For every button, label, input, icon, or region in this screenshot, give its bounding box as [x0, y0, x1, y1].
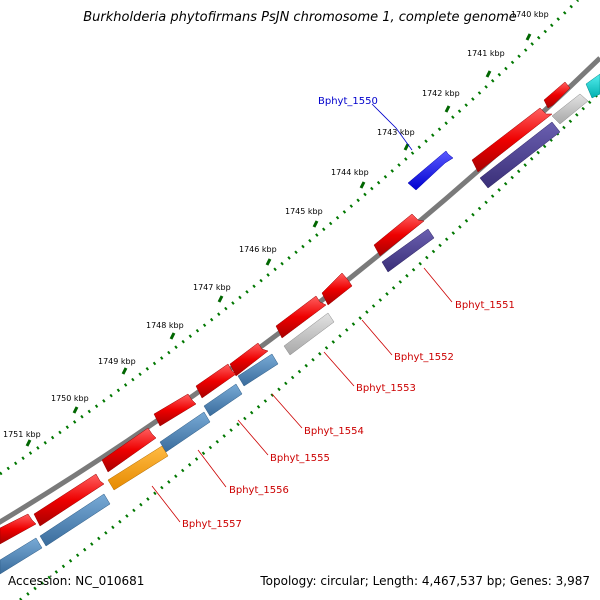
cog-orange[interactable]	[107, 445, 169, 491]
cds-1[interactable]	[471, 107, 553, 173]
leader-bphyt-1557	[151, 485, 181, 523]
scale-label-1751: 1751 kbp	[3, 430, 41, 439]
leader-bphyt-1556	[197, 449, 227, 488]
leader-bphyt-1555	[237, 419, 269, 456]
cog-slate-2[interactable]	[381, 228, 435, 273]
gene-label-bphyt-1550[interactable]: Bphyt_1550	[318, 96, 378, 107]
protein-track	[0, 73, 600, 575]
leader-bphyt-1552	[361, 319, 393, 356]
scale-label-1740: 1740 kbp	[511, 10, 549, 19]
gene-label-bphyt-1552[interactable]: Bphyt_1552	[394, 352, 454, 363]
cds-7[interactable]	[153, 393, 197, 427]
cds-track	[0, 81, 571, 545]
inner-ruler	[19, 90, 600, 600]
cog-cyan[interactable]	[585, 73, 600, 99]
cds-6[interactable]	[195, 363, 237, 399]
scale-label-1748: 1748 kbp	[146, 321, 184, 330]
scale-label-1749: 1749 kbp	[98, 357, 136, 366]
gene-label-bphyt-1554[interactable]: Bphyt_1554	[304, 426, 364, 437]
scale-label-1747: 1747 kbp	[193, 283, 231, 292]
label-leaders	[151, 103, 453, 523]
scale-label-1741: 1741 kbp	[467, 49, 505, 58]
gene-label-bphyt-1551[interactable]: Bphyt_1551	[455, 300, 515, 311]
leader-bphyt-1553	[323, 351, 355, 387]
gene-bphyt-1550[interactable]	[407, 150, 454, 191]
gene-labels: Bphyt_1550 Bphyt_1551 Bphyt_1552 Bphyt_1…	[182, 96, 515, 530]
scale-label-1746: 1746 kbp	[239, 245, 277, 254]
leader-bphyt-1554	[271, 393, 303, 429]
gene-label-bphyt-1555[interactable]: Bphyt_1555	[270, 453, 330, 464]
gene-label-bphyt-1557[interactable]: Bphyt_1557	[182, 519, 242, 530]
gene-label-bphyt-1553[interactable]: Bphyt_1553	[356, 383, 416, 394]
scale-label-1750: 1750 kbp	[51, 394, 89, 403]
cog-steel-4[interactable]	[39, 493, 111, 547]
scale-label-1745: 1745 kbp	[285, 207, 323, 216]
cds-10[interactable]	[0, 513, 37, 545]
cds-top-right[interactable]	[543, 81, 571, 109]
cog-steel-2[interactable]	[203, 383, 243, 417]
accession-text: Accession: NC_010681	[8, 574, 145, 588]
cds-8[interactable]	[101, 427, 157, 473]
cog-steel-1[interactable]	[237, 353, 279, 387]
cog-steel-3[interactable]	[159, 411, 211, 453]
cds-9[interactable]	[33, 473, 105, 527]
cog-steel-5[interactable]	[0, 537, 43, 575]
leader-bphyt-1550	[371, 103, 413, 151]
outer-ruler-ticks	[25, 33, 532, 447]
scale-labels: 1740 kbp 1741 kbp 1742 kbp 1743 kbp 1744…	[3, 10, 549, 439]
cog-gray-top[interactable]	[551, 93, 589, 125]
map-title: Burkholderia phytofirmans PsJN chromosom…	[83, 10, 517, 25]
cog-slate-1[interactable]	[479, 121, 561, 189]
cds-3[interactable]	[321, 272, 353, 306]
scale-label-1744: 1744 kbp	[331, 168, 369, 177]
leader-bphyt-1551	[423, 267, 453, 303]
cds-4[interactable]	[275, 295, 327, 339]
genome-summary-text: Topology: circular; Length: 4,467,537 bp…	[260, 574, 590, 588]
cds-2[interactable]	[373, 213, 425, 257]
scale-label-1743: 1743 kbp	[377, 128, 415, 137]
cog-gray-1552[interactable]	[283, 312, 335, 356]
scale-label-1742: 1742 kbp	[422, 89, 460, 98]
gene-label-bphyt-1556[interactable]: Bphyt_1556	[229, 485, 289, 496]
